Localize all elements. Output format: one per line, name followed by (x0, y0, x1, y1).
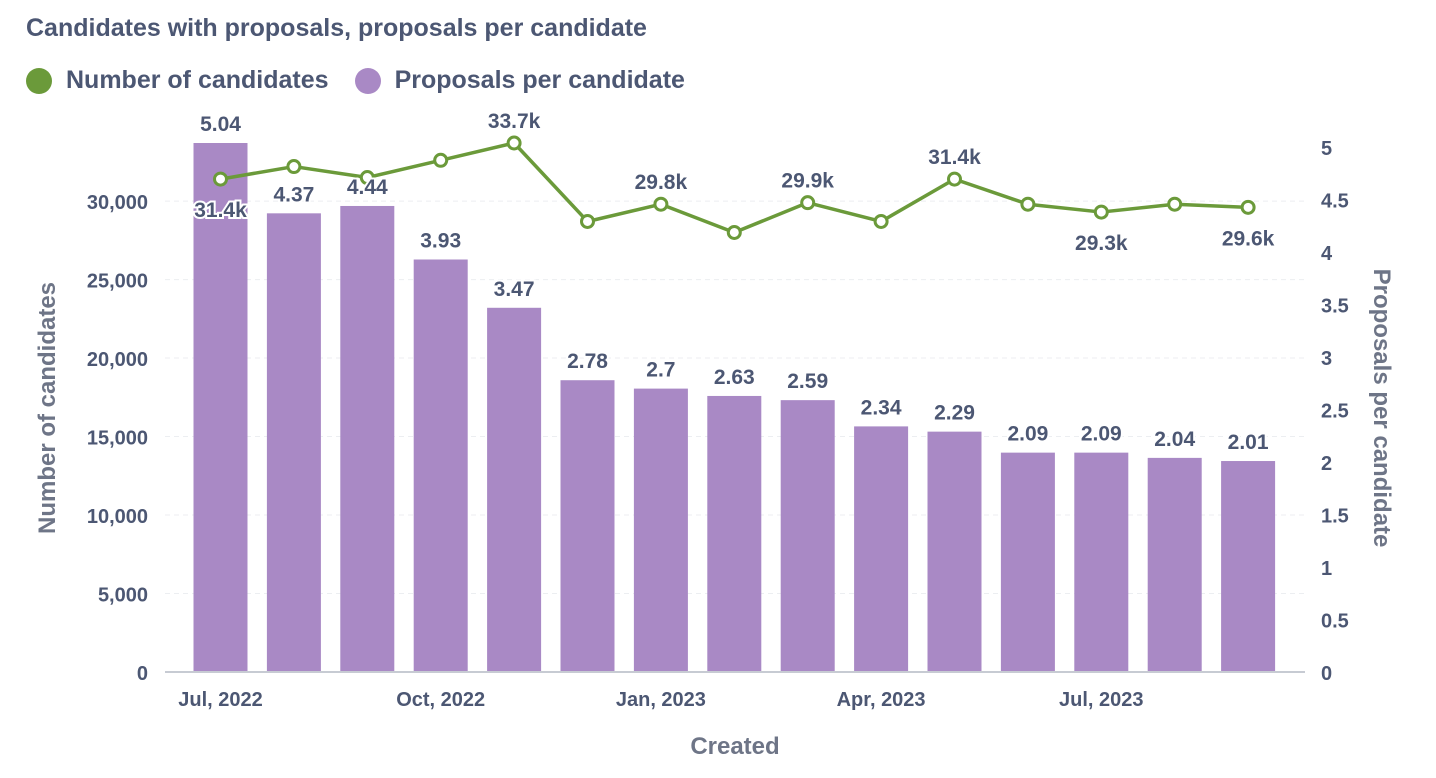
line-point (359, 170, 375, 186)
line-point (800, 195, 816, 211)
y-left-tick-label: 30,000 (87, 192, 148, 214)
bar-data-label: 2.63 (714, 366, 755, 389)
bar-data-label: 2.78 (567, 350, 608, 373)
bar (560, 380, 615, 672)
bar-data-label: 2.09 (1081, 423, 1122, 446)
legend-label-proposals: Proposals per candidate (394, 66, 685, 94)
bar-data-label: 2.59 (787, 370, 828, 393)
bar-data-label: 4.37 (273, 183, 314, 206)
y-right-tick-label: 0 (1321, 663, 1332, 685)
legend-label-candidates: Number of candidates (66, 66, 329, 94)
legend-item-candidates[interactable]: Number of candidates (26, 66, 329, 95)
line-data-label: 29.3k (1075, 232, 1128, 255)
y-right-tick-label: 1.5 (1321, 506, 1349, 528)
y-right-tick-label: 5 (1321, 138, 1332, 160)
bar-data-label: 2.7 (646, 359, 675, 382)
line-point (726, 224, 742, 240)
y-right-tick-label: 2.5 (1321, 401, 1349, 423)
bar (707, 395, 762, 672)
line-data-label: 29.9k (781, 170, 834, 193)
y-right-tick-label: 0.5 (1321, 611, 1349, 633)
bar-data-label: 2.09 (1007, 423, 1048, 446)
line-point (947, 171, 962, 187)
y-right-tick-label: 3.5 (1321, 296, 1349, 318)
y-right-tick-label: 1 (1321, 558, 1332, 580)
bar-data-label: 4.44 (347, 176, 388, 199)
x-tick-label: Jan, 2023 (616, 689, 706, 711)
y-left-tick-label: 0 (137, 663, 148, 685)
line-point (1093, 204, 1109, 220)
legend-item-proposals[interactable]: Proposals per candidate (354, 66, 685, 95)
x-tick-label: Jul, 2022 (178, 689, 263, 711)
y-right-axis-title: Proposals per candidate (1368, 269, 1395, 548)
x-tick-label: Apr, 2023 (837, 689, 926, 711)
line-data-label: 31.4k (928, 146, 981, 169)
bar (487, 307, 542, 672)
y-left-axis-title: Number of candidates (34, 282, 61, 534)
line-data-label: 29.8k (635, 171, 688, 194)
line-point (1167, 196, 1183, 212)
line-point (873, 213, 889, 229)
bar (1000, 452, 1055, 672)
line-point (286, 159, 302, 175)
y-right-tick-label: 4.5 (1321, 191, 1349, 213)
y-left-tick-label: 15,000 (87, 428, 148, 450)
chart-title: Candidates with proposals, proposals per… (26, 14, 647, 42)
line-point (580, 213, 595, 229)
bar-data-label: 2.34 (861, 396, 902, 419)
bar-data-label: 3.47 (494, 278, 535, 301)
bar (1221, 461, 1276, 672)
bar (1147, 457, 1202, 672)
bar (633, 388, 688, 672)
line-data-label: 29.6k (1222, 227, 1275, 250)
bar-data-label: 3.93 (420, 230, 461, 253)
y-left-tick-label: 5,000 (98, 585, 148, 607)
bar (266, 213, 321, 672)
line-point (433, 152, 449, 168)
bar (1074, 452, 1129, 672)
bar-data-label: 5.04 (200, 113, 241, 136)
line-point (506, 135, 522, 151)
line-point (1020, 196, 1036, 212)
x-tick-label: Jul, 2023 (1059, 689, 1144, 711)
bar-data-label: 2.29 (934, 402, 975, 425)
y-right-tick-label: 4 (1321, 243, 1333, 265)
x-tick-label: Oct, 2022 (396, 689, 485, 711)
legend: Number of candidates Proposals per candi… (26, 66, 685, 95)
line-point (653, 196, 669, 212)
x-axis-title: Created (690, 733, 779, 760)
bar (193, 143, 248, 672)
line-data-label: 31.4k (194, 199, 247, 222)
y-left-tick-label: 20,000 (87, 349, 148, 371)
bar-data-label: 2.01 (1228, 431, 1269, 454)
y-right-tick-label: 3 (1321, 348, 1332, 370)
bar (340, 205, 395, 672)
legend-dot-candidates (26, 67, 52, 94)
legend-dot-proposals (354, 67, 381, 94)
bar (927, 431, 982, 672)
bar (413, 259, 468, 672)
bar (854, 426, 909, 672)
bar (780, 400, 835, 672)
bar-data-label: 2.04 (1154, 428, 1195, 451)
y-left-tick-label: 25,000 (87, 271, 148, 293)
line-data-label: 33.7k (488, 110, 541, 133)
line-point (1240, 199, 1256, 215)
y-right-tick-label: 2 (1321, 453, 1332, 475)
y-left-tick-label: 10,000 (87, 506, 148, 528)
line-point (213, 171, 228, 187)
